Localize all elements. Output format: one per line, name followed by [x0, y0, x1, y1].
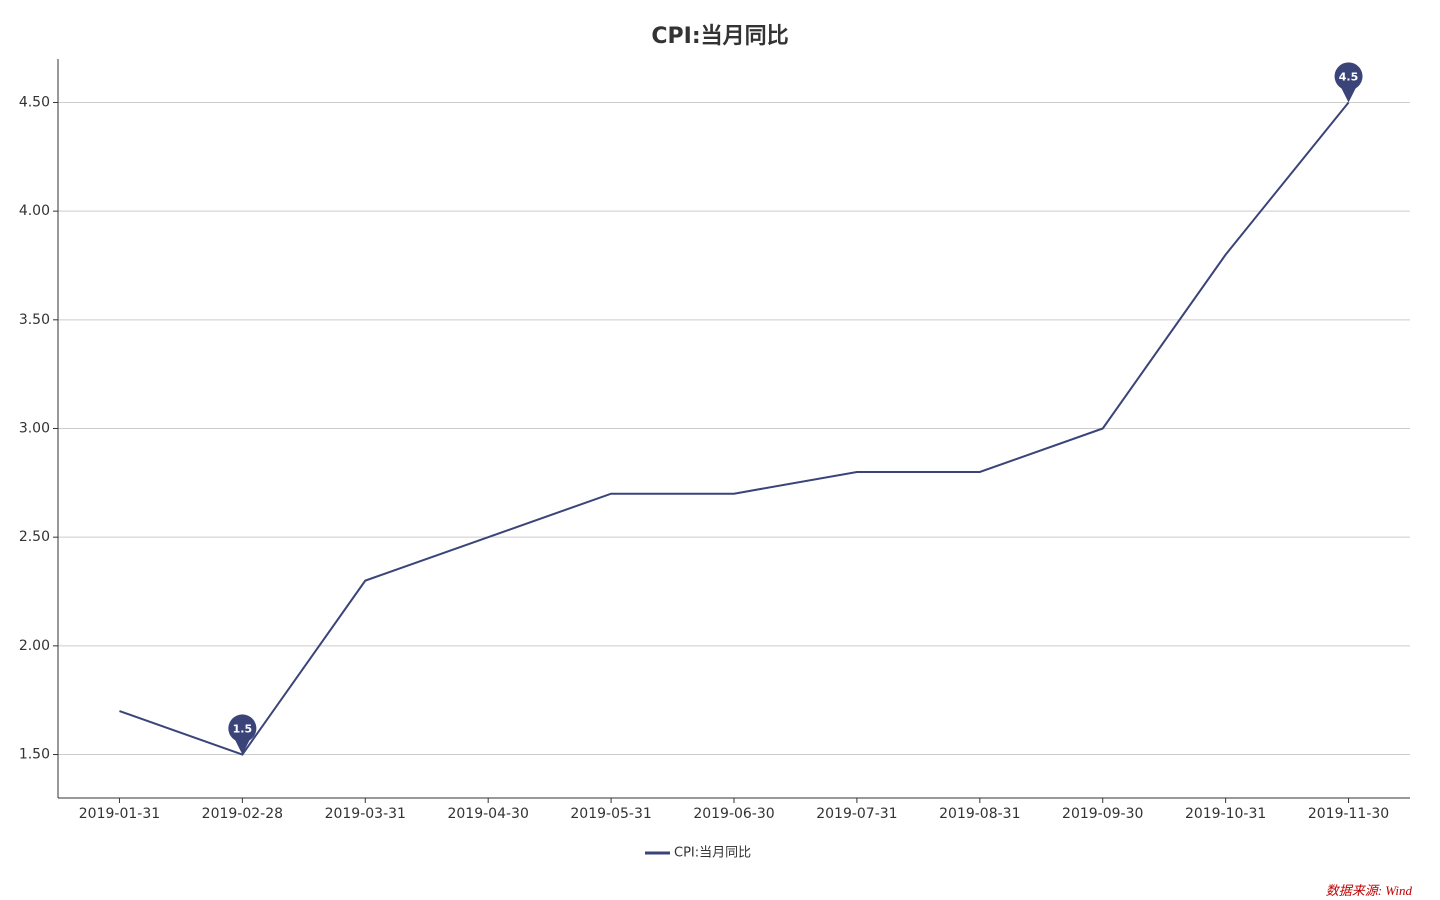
x-tick-label: 2019-05-31	[570, 806, 651, 822]
x-tick-label: 2019-04-30	[447, 806, 528, 822]
y-tick-label: 3.00	[19, 421, 50, 437]
legend-label: CPI:当月同比	[674, 846, 751, 861]
x-tick-label: 2019-11-30	[1308, 806, 1389, 822]
source-note: 数据来源: Wind	[1326, 883, 1413, 898]
x-tick-label: 2019-08-31	[939, 806, 1020, 822]
line	[119, 101, 1350, 756]
y-tick-label: 3.50	[19, 312, 50, 328]
x-tick-label: 2019-02-28	[202, 806, 283, 822]
y-tick-label: 2.00	[19, 638, 50, 654]
mark-pin	[1334, 62, 1363, 103]
x-tick-label: 2019-03-31	[325, 806, 406, 822]
mark-pin-label: 4.5	[1339, 70, 1359, 83]
y-tick-label: 1.50	[19, 747, 50, 763]
y-tick-label: 2.50	[19, 529, 50, 545]
x-tick-label: 2019-01-31	[79, 806, 160, 822]
x-tick-label: 2019-06-30	[693, 806, 774, 822]
mark-pin-label: 1.5	[233, 723, 253, 736]
y-tick-label: 4.00	[19, 203, 50, 219]
x-tick-label: 2019-07-31	[816, 806, 897, 822]
x-tick-label: 2019-09-30	[1062, 806, 1143, 822]
y-tick-label: 4.50	[19, 94, 50, 110]
chart-title: CPI:当月同比	[651, 24, 788, 49]
mark-pin	[228, 714, 257, 755]
x-tick-label: 2019-10-31	[1185, 806, 1266, 822]
